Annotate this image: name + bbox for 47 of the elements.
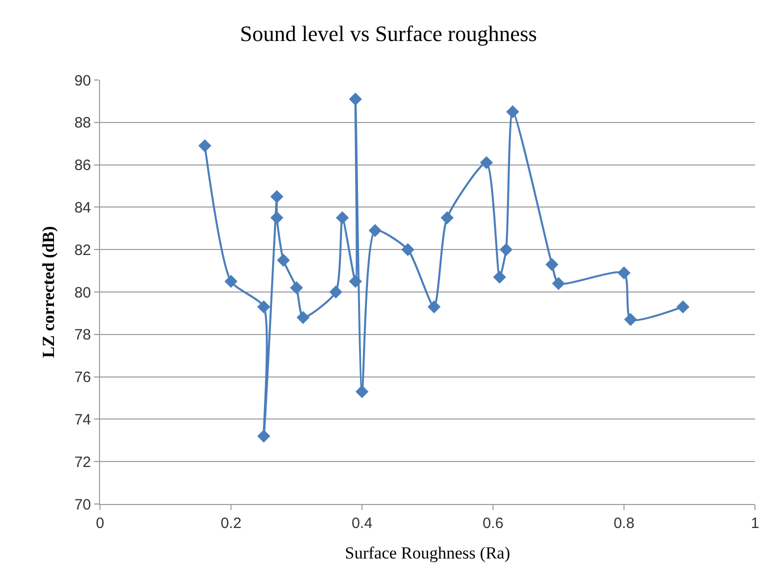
point: [270, 190, 284, 204]
y-tick-label: 82: [74, 242, 91, 259]
x-tick-label: 0.6: [482, 515, 504, 532]
point: [401, 243, 414, 256]
y-tick-label: 80: [74, 284, 91, 302]
point: [257, 300, 270, 314]
x-tick-label: 0: [96, 515, 104, 532]
point: [552, 277, 565, 290]
point: [296, 310, 310, 324]
y-axis-title: LZ corrected (dB): [38, 226, 58, 358]
point: [290, 281, 303, 294]
y-tick-label: 88: [74, 114, 91, 132]
point: [368, 224, 382, 238]
point: [270, 211, 284, 224]
point: [493, 270, 506, 284]
x-tick-label: 0.8: [614, 515, 634, 532]
point: [624, 313, 638, 326]
point: [428, 300, 441, 314]
x-tick-label: 0.2: [220, 515, 242, 532]
x-tick-label: 1: [750, 515, 760, 532]
y-tick-label: 76: [74, 369, 91, 386]
point: [198, 139, 212, 152]
point: [440, 211, 454, 224]
point: [336, 211, 349, 224]
y-tick-label: 70: [74, 496, 91, 514]
y-tick-label: 84: [74, 199, 91, 216]
point: [257, 430, 270, 443]
point: [500, 243, 513, 256]
point: [348, 274, 362, 288]
y-tick-label: 78: [74, 326, 91, 344]
point: [480, 156, 493, 170]
point: [224, 274, 238, 288]
y-tick-label: 72: [74, 454, 91, 471]
y-tick-label: 86: [74, 157, 91, 174]
y-tick-label: 74: [74, 411, 91, 428]
chart-title: Sound level vs Surface roughness: [240, 21, 537, 46]
point: [329, 286, 342, 298]
point: [506, 105, 520, 118]
point: [676, 300, 690, 314]
y-tick-label: 90: [74, 72, 91, 90]
x-axis-title: Surface Roughness (Ra): [344, 543, 510, 562]
point: [356, 385, 368, 398]
point: [348, 92, 362, 106]
point: [276, 254, 290, 267]
point: [618, 266, 630, 280]
point: [545, 258, 558, 271]
x-tick-label: 0.4: [352, 515, 372, 532]
